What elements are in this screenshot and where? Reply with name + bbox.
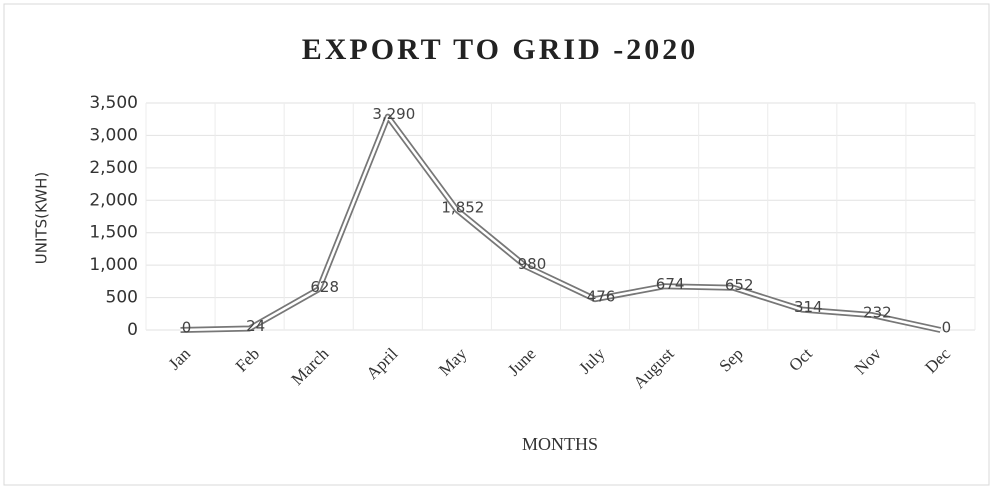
y-tick-label: 0 — [127, 320, 138, 340]
y-tick-label: 2,500 — [89, 158, 138, 178]
chart-title: EXPORT TO GRID -2020 — [302, 33, 699, 66]
data-label: 674 — [656, 275, 685, 293]
y-tick-label: 500 — [106, 288, 138, 308]
y-tick-label: 3,500 — [89, 93, 138, 113]
data-label: 232 — [863, 303, 892, 321]
y-tick-label: 1,500 — [89, 223, 138, 243]
data-label: 314 — [794, 298, 823, 316]
line-inner — [180, 115, 941, 332]
y-tick-label: 2,000 — [89, 190, 138, 210]
data-label: 628 — [310, 278, 339, 296]
data-label: 476 — [587, 288, 616, 306]
data-label: 0 — [182, 319, 192, 337]
y-tick-label: 3,000 — [89, 125, 138, 145]
data-label: 1,852 — [441, 198, 484, 216]
data-label: 3,290 — [372, 105, 415, 123]
data-label: 652 — [725, 276, 754, 294]
x-axis-label: MONTHS — [522, 434, 598, 454]
y-axis-label: UNITS(KWH) — [33, 172, 51, 264]
data-label: 24 — [246, 317, 265, 335]
data-label: 0 — [942, 319, 952, 337]
data-label: 980 — [518, 255, 547, 273]
y-tick-label: 1,000 — [89, 255, 138, 275]
